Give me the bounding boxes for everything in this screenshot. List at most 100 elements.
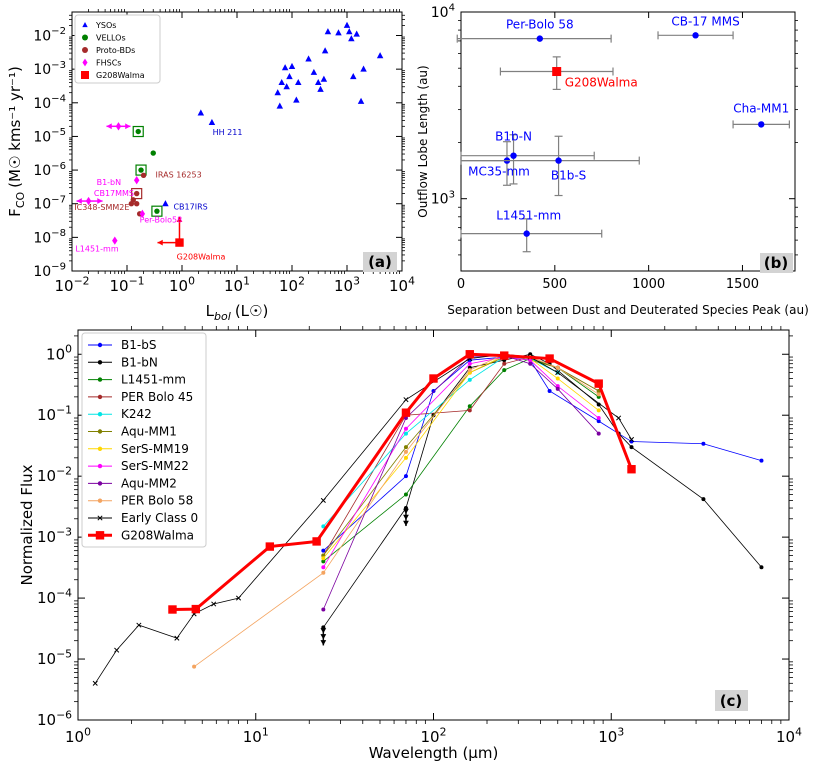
x-tick-label: 1500 [726, 277, 759, 292]
series-point [594, 379, 603, 388]
legend-label: PER Bolo 58 [121, 494, 193, 508]
series-point [500, 351, 509, 360]
series-line [322, 355, 599, 610]
fhsc-point [112, 236, 118, 245]
legend-label: FHSCs [96, 59, 121, 68]
y-tick-label-exp: −4 [51, 93, 66, 104]
x-tick-label-exp: −2 [74, 274, 90, 287]
g208-arrow-head [157, 239, 163, 246]
data-point [692, 32, 699, 39]
point-label: G208Walma [565, 76, 638, 90]
x-axis-label: Lbol (L☉) [206, 302, 269, 323]
yso-point [315, 78, 322, 86]
series-point [528, 352, 533, 357]
x-label-sub: bol [214, 310, 231, 323]
x-axis-label: Separation between Dust and Deuterated S… [447, 303, 809, 317]
x-tick-label-base: 10 [243, 728, 262, 746]
y-tick-label-exp: −3 [56, 525, 72, 538]
series-point [235, 595, 242, 601]
legend-marker [97, 394, 103, 400]
series-point [555, 370, 561, 376]
series-point [403, 474, 408, 479]
y-tick-label-base: 10 [33, 129, 51, 145]
legend-marker [82, 58, 88, 67]
x-tick-label-base: 10 [776, 728, 795, 746]
series-point [401, 408, 411, 417]
series-point [321, 524, 326, 529]
x-tick-label-exp: 4 [795, 725, 802, 738]
series-point [596, 416, 601, 421]
legend-label: Proto-BDs [96, 46, 135, 55]
vello-point [138, 167, 144, 173]
y-tick-label: 104 [431, 3, 455, 21]
series-point [191, 604, 201, 614]
y-tick-label: 103 [431, 189, 455, 207]
y-label-unit: (M☉ kms⁻¹ yr⁻¹) [6, 66, 24, 188]
x-tick-label: 500 [542, 277, 567, 292]
x-tick-label: 101 [243, 725, 269, 746]
x-tick-label-exp: 1 [243, 274, 250, 287]
x-tick-label: 1000 [632, 277, 665, 292]
series-point [596, 408, 601, 413]
fhsc-arrow-head [76, 198, 82, 204]
series-point [312, 537, 321, 546]
series-point [114, 647, 120, 653]
fhsc-point [133, 176, 140, 185]
series-point [555, 384, 560, 389]
data-point [758, 121, 765, 128]
series-11 [168, 350, 636, 614]
series-point [403, 416, 408, 421]
y-tick-label: 10−5 [33, 127, 66, 145]
series-point [701, 497, 706, 502]
series-point [265, 542, 275, 551]
panel-label: (a) [368, 253, 392, 271]
x-tick-label-exp: 3 [353, 274, 360, 287]
y-tick-label-base: 10 [33, 96, 51, 112]
series-1 [321, 352, 764, 630]
y-tick-label-base: 10 [37, 589, 56, 607]
fhsc-point [139, 209, 146, 219]
legend-marker [97, 463, 103, 469]
series-point [321, 559, 326, 564]
legend-marker [97, 429, 103, 434]
legend-label: L1451-mm [121, 373, 186, 387]
point-label: L1451-mm [496, 209, 561, 223]
series-point [596, 419, 601, 424]
y-tick-label: 10−3 [37, 525, 72, 546]
x-tick-label-base: 10 [389, 277, 408, 295]
series-point [528, 361, 533, 366]
series-9 [192, 352, 601, 669]
point-label: B1-bN [97, 178, 122, 187]
legend-label: YSOs [95, 21, 116, 30]
proto-bd-point [140, 172, 147, 178]
legend: B1-bS B1-bN L1451-mm PER Bolo 45 K242 Aqu-MM1… [81, 332, 207, 548]
yso-point [197, 109, 205, 116]
series-point [555, 386, 560, 391]
vello-box [132, 125, 144, 138]
series-point [403, 449, 408, 454]
y-tick-label-base: 10 [37, 650, 56, 668]
yso-point [286, 73, 293, 80]
x-tick-label-exp: −1 [129, 274, 145, 287]
x-tick-label-base: 10 [279, 277, 298, 295]
proto-bd-point [128, 201, 135, 207]
x-tick-label: 10−1 [109, 274, 144, 295]
series-point [403, 431, 408, 436]
legend-label: VELLOs [96, 34, 126, 43]
series-line [323, 356, 762, 551]
y-label-main: F [6, 208, 24, 217]
y-tick-label-base: 10 [37, 406, 56, 424]
series-point [467, 377, 472, 382]
x-tick-label: 10−2 [54, 274, 89, 295]
legend-box [74, 14, 161, 84]
vello-point [154, 208, 160, 214]
y-axis-label: Normalized Flux [18, 464, 36, 585]
x-tick-label: 100 [65, 725, 91, 746]
series-point [759, 458, 764, 463]
series-point [403, 445, 408, 450]
series-line [172, 352, 633, 611]
x-label-unit: (L☉) [235, 302, 269, 320]
x-label-main: L [206, 302, 215, 320]
legend-marker [97, 342, 103, 348]
series-8 [321, 353, 601, 612]
